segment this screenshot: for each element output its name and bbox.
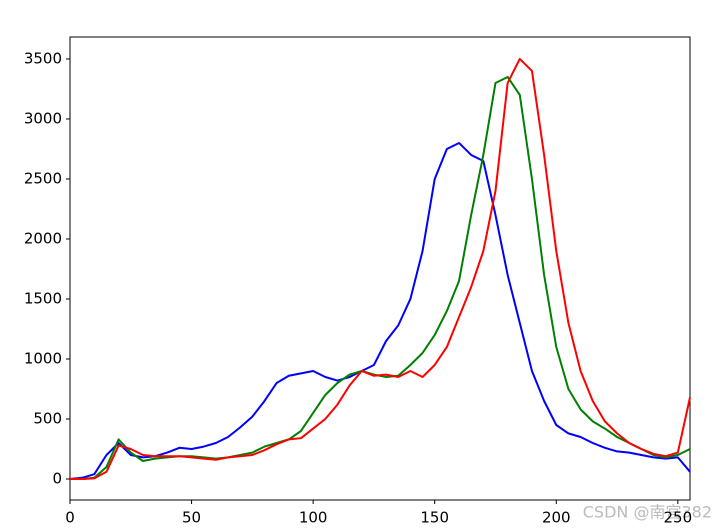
axes-frame <box>69 36 691 501</box>
y-tick-label: 0 <box>52 469 62 487</box>
y-tick-label: 1000 <box>24 349 62 367</box>
x-tick-label: 100 <box>299 509 328 527</box>
y-tick-label: 500 <box>33 409 62 427</box>
y-tick-label: 2500 <box>24 169 62 187</box>
x-tick-label: 200 <box>542 509 571 527</box>
series-line <box>69 141 691 480</box>
series-line <box>70 75 691 480</box>
y-tick-label: 2000 <box>24 229 62 247</box>
x-tick-label: 0 <box>65 509 75 527</box>
series-line <box>70 57 691 480</box>
y-tick-label: 3000 <box>24 109 62 127</box>
watermark: CSDN @南宫382 <box>583 503 712 522</box>
x-tick-label: 50 <box>182 509 201 527</box>
y-tick-label: 3500 <box>24 49 62 67</box>
x-tick-label: 250 <box>664 509 693 527</box>
y-tick-label: 1500 <box>24 289 62 307</box>
x-tick-label: 150 <box>420 509 449 527</box>
